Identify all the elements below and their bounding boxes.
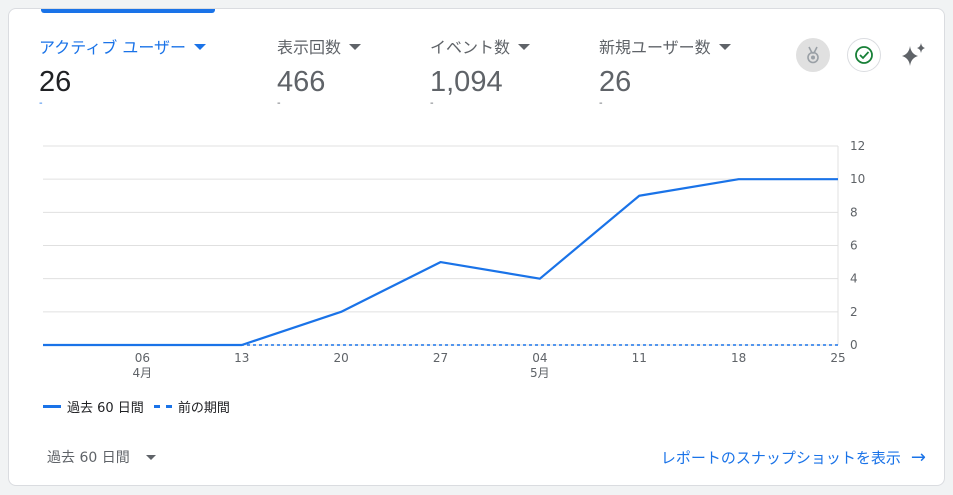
chevron-down-icon xyxy=(145,454,156,460)
metric-value: 26 xyxy=(39,66,72,98)
date-range-label: 過去 60 日間 xyxy=(47,450,130,466)
legend-label: 過去 60 日間 xyxy=(67,401,144,416)
y-tick-label: 4 xyxy=(850,272,858,286)
metric-tab-events[interactable]: イベント数 1,094 - xyxy=(430,35,531,109)
legend-label: 前の期間 xyxy=(177,401,230,416)
chevron-down-icon xyxy=(518,44,531,50)
metric-change: - xyxy=(39,98,43,109)
sparkle-icon[interactable] xyxy=(897,38,931,72)
metric-tab-active-users[interactable]: アクティブ ユーザー 26 - xyxy=(39,35,207,109)
check-circle-icon[interactable] xyxy=(847,38,881,72)
legend-item-current: 過去 60 日間 xyxy=(43,397,144,416)
metric-change: - xyxy=(599,98,603,109)
arrow-right-icon: → xyxy=(910,447,926,468)
metric-change: - xyxy=(277,98,281,109)
y-tick-label: 0 xyxy=(850,338,858,352)
metric-tab-new-users[interactable]: 新規ユーザー数 26 - xyxy=(599,35,731,109)
line-chart: 0 2 4 6 8 10 12 06 13 20 27 04 11 18 25 4月 5月 xyxy=(43,139,865,380)
metric-label: イベント数 xyxy=(430,38,511,57)
date-range-dropdown[interactable]: 過去 60 日間 xyxy=(47,447,156,467)
metric-label: 新規ユーザー数 xyxy=(599,38,711,57)
x-month-label: 5月 xyxy=(530,366,550,380)
chevron-down-icon xyxy=(349,44,362,50)
legend-item-previous: 前の期間 xyxy=(153,397,230,416)
y-tick-label: 10 xyxy=(850,172,865,186)
summary-card: アクティブ ユーザー 26 - 表示回数 466 - イベント数 1,094 -… xyxy=(8,8,945,486)
award-badge-icon[interactable] xyxy=(796,38,830,72)
x-tick-label: 25 xyxy=(830,351,845,365)
metric-change: - xyxy=(430,98,434,109)
view-report-snapshot-link[interactable]: レポートのスナップショットを表示 → xyxy=(661,447,926,468)
chevron-down-icon xyxy=(718,44,731,50)
y-tick-label: 2 xyxy=(850,305,858,319)
metric-value: 466 xyxy=(277,66,326,98)
x-tick-label: 11 xyxy=(632,351,647,365)
chevron-down-icon xyxy=(194,44,207,50)
legend-swatch-dashed xyxy=(153,405,172,408)
metric-tab-views[interactable]: 表示回数 466 - xyxy=(277,35,362,109)
metric-value: 26 xyxy=(599,66,632,98)
snapshot-link-label: レポートのスナップショットを表示 xyxy=(660,449,901,467)
x-tick-label: 13 xyxy=(234,351,249,365)
x-tick-label: 06 xyxy=(135,351,150,365)
metric-label: 表示回数 xyxy=(277,38,342,57)
metric-value: 1,094 xyxy=(430,66,503,98)
x-tick-label: 04 xyxy=(532,351,547,365)
x-tick-label: 18 xyxy=(731,351,746,365)
series-line-last-60-days xyxy=(43,178,838,347)
x-month-label: 4月 xyxy=(133,366,153,380)
legend-swatch-solid xyxy=(43,405,61,408)
metric-label: アクティブ ユーザー xyxy=(39,38,187,57)
x-tick-label: 20 xyxy=(333,351,348,365)
y-tick-label: 12 xyxy=(850,139,865,153)
chart-legend: 過去 60 日間 前の期間 xyxy=(43,397,230,416)
y-tick-label: 8 xyxy=(850,205,858,219)
active-metric-indicator xyxy=(41,9,215,13)
y-tick-label: 6 xyxy=(850,239,858,253)
x-tick-label: 27 xyxy=(433,351,448,365)
